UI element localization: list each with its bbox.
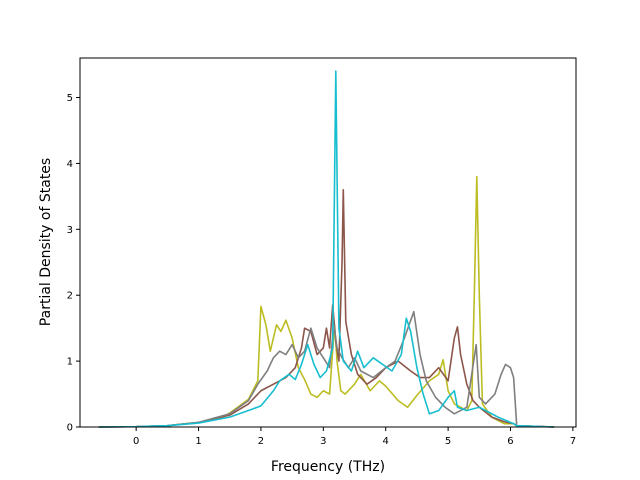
- plot-frame: [79, 57, 577, 428]
- y-tick-label: 3: [67, 225, 73, 236]
- series-line-4: [98, 70, 555, 428]
- y-tick-label: 1: [67, 357, 73, 368]
- y-axis: 0 1 2 3 4 5: [67, 93, 80, 434]
- y-tick-label: 4: [67, 159, 73, 170]
- series-line-2: [98, 188, 555, 428]
- x-tick-label: 7: [570, 436, 576, 447]
- series-layer: [98, 70, 555, 428]
- series-line-1: [98, 175, 555, 428]
- y-tick-label: 5: [67, 93, 73, 104]
- x-tick-label: 6: [507, 436, 513, 447]
- x-tick-label: 4: [383, 436, 389, 447]
- x-tick-label: 3: [320, 436, 326, 447]
- x-tick-label: 1: [195, 436, 201, 447]
- y-tick-label: 0: [67, 423, 73, 434]
- x-axis-label: Frequency (THz): [271, 459, 385, 475]
- y-tick-label: 2: [67, 291, 73, 302]
- x-tick-label: 0: [133, 436, 139, 447]
- x-tick-label: 2: [258, 436, 264, 447]
- y-axis-label: Partial Density of States: [38, 158, 54, 326]
- x-tick-label: 5: [445, 436, 451, 447]
- series-line-3: [98, 310, 555, 428]
- x-axis: 0 1 2 3 4 5 6 7: [133, 427, 576, 447]
